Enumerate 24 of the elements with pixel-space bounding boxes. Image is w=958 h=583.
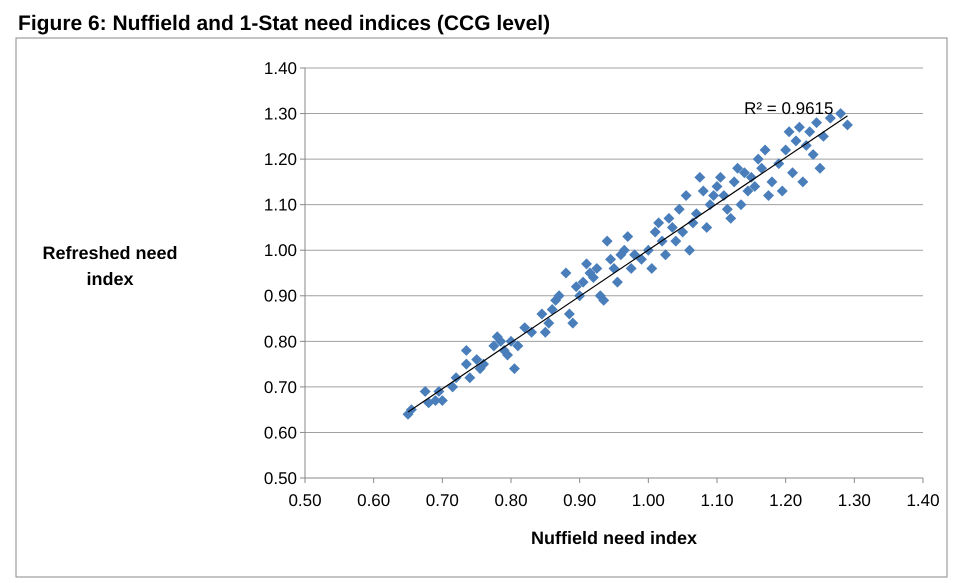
x-tick-label: 1.30 — [838, 491, 871, 510]
y-tick-label: 0.70 — [264, 378, 297, 397]
y-tick-label: 0.60 — [264, 423, 297, 442]
y-tick-label: 1.10 — [264, 196, 297, 215]
x-tick-label: 1.20 — [769, 491, 802, 510]
y-tick-label: 1.30 — [264, 104, 297, 124]
x-tick-label: 0.70 — [426, 491, 459, 510]
y-tick-label: 0.80 — [264, 332, 297, 352]
x-tick-label: 0.90 — [563, 491, 596, 510]
x-tick-label: 0.60 — [357, 491, 390, 510]
x-tick-label: 1.40 — [906, 491, 940, 510]
x-tick-label: 1.00 — [632, 491, 665, 510]
y-tick-label: 1.20 — [264, 150, 297, 170]
x-axis-title: Nuffield need index — [530, 528, 698, 548]
annotation: R² = 0.9615 — [744, 98, 834, 118]
y-tick-label: 1.40 — [264, 58, 297, 78]
y-tick-label: 0.50 — [264, 468, 297, 488]
y-tick-label: 0.90 — [264, 286, 297, 306]
y-tick-label: 1.00 — [264, 241, 297, 260]
chart-title: Figure 6: Nuffield and 1-Stat need indices (CCG level) — [18, 12, 550, 35]
y-axis-title: Refreshed need index — [42, 243, 178, 289]
x-tick-label: 0.80 — [494, 491, 528, 510]
x-tick-label: 1.10 — [700, 491, 734, 510]
x-tick-label: 0.50 — [288, 491, 322, 510]
